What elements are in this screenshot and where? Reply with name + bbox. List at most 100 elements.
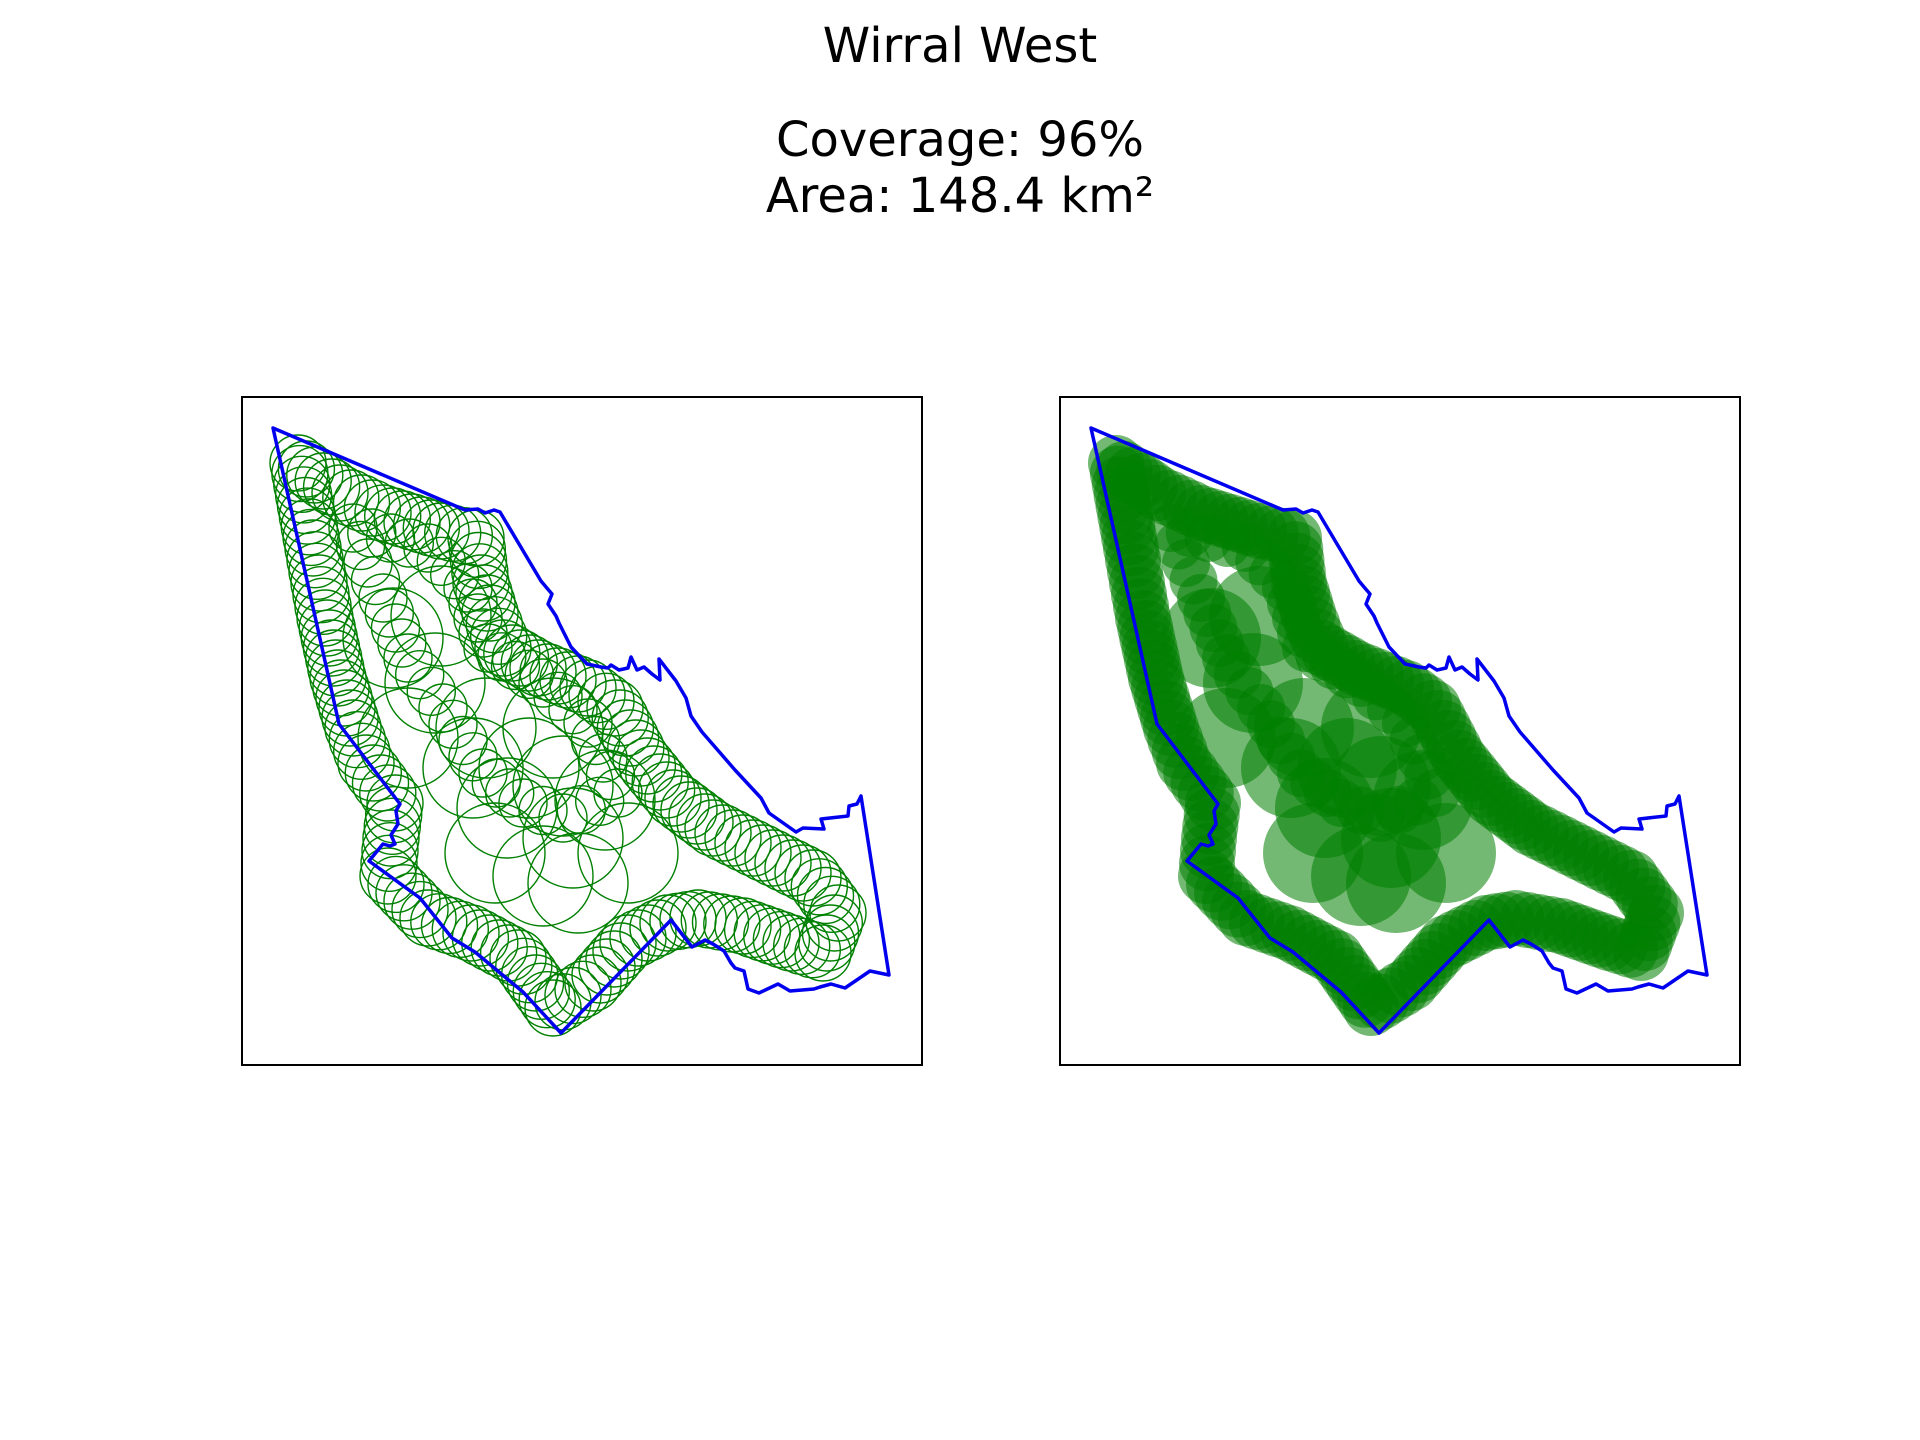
coverage-circle [498,778,548,828]
coverage-circle [522,787,624,889]
coverage-circle [524,979,582,1037]
coverage-circle [465,595,524,654]
coverage-circle [714,814,772,872]
coverage-label: Coverage: 96% [775,112,1145,168]
coverage-circle [359,847,417,905]
coverage-circle [723,900,782,959]
coverage-circle [554,749,656,851]
coverage-circle [644,769,702,827]
coverage-circle [363,797,422,855]
coverage-circle [660,781,718,839]
coverage-circle [394,650,445,700]
coverage-circle [357,687,459,789]
coverage-circle [377,618,427,668]
coverage-circle [362,809,420,867]
coverage-circle [1321,678,1421,778]
coverage-circle [332,722,391,780]
coverage-circle [1154,521,1203,570]
coverage-circle [773,917,831,975]
coverage-circle [442,904,500,962]
coverage-circle [335,520,386,571]
coverage-circle [512,962,570,1020]
coverage-circle [469,607,528,666]
coverage-circle [684,799,742,857]
coverage-circle [625,745,683,803]
coverage-circle [527,832,629,934]
coverage-circle [1161,588,1261,688]
coverage-circle [456,757,558,859]
coverage-circle [733,904,791,962]
coverage-circle [344,744,403,802]
coverage-circle [360,834,418,892]
coverage-circle [754,834,812,892]
coverage-circle [518,971,576,1029]
coverage-circle [429,549,480,600]
coverage-circle [321,689,379,747]
area-label: Area: 148.4 km² [765,168,1155,224]
coverage-circle [399,889,457,947]
coverage-circle [512,735,614,837]
coverage-circle [676,793,734,851]
coverage-circle [577,802,679,904]
coverage-circle [431,900,490,958]
coverage-circle [458,748,508,798]
coverage-circle [585,930,643,988]
coverage-circle [504,649,554,699]
coverage-circle [449,531,508,590]
coverage-circle [544,966,602,1025]
coverage-circle [619,904,677,962]
coverage-circle [463,623,513,673]
coverage-circle [420,896,479,955]
coverage-circle [478,717,580,819]
coverage-circle [384,632,486,734]
coverage-circle [796,866,855,925]
coverage-circle [383,872,441,930]
coverage-circle [391,880,449,939]
coverage-circle [649,892,707,950]
coverage-circles [269,434,867,1037]
coverage-circle [375,864,433,922]
filled-coverage-map [1088,426,1709,1036]
figure-title: Wirral West [822,18,1098,74]
coverage-circle [533,671,583,721]
coverage-circle [752,910,811,969]
coverage-circle [801,904,860,962]
coverage-circle [324,699,382,757]
coverage-circle [783,921,841,979]
coverage-circle [586,679,644,737]
coverage-circle [390,565,492,667]
coverage-circle [416,536,467,587]
coverage-circle [332,474,391,532]
coverage-circle [575,776,625,826]
coverage-circle [461,584,519,642]
coverage-circle [406,666,457,716]
coverage-circle [294,452,352,510]
coverage-circle [492,825,594,927]
coverage-circle [803,875,861,933]
coverage-circle [518,658,568,708]
coverage-circle [403,523,453,573]
coverage-circle [455,564,513,622]
coverage-circle [794,924,852,982]
coverage-circle [774,844,832,902]
coverage-circle [609,909,667,967]
coverage-circle [809,884,867,942]
coverage-circle [554,960,612,1018]
coverage-circle [354,484,412,542]
coverage-circle [637,761,696,819]
coverage-circle [370,603,421,653]
coverage-circle [556,785,606,835]
coverage-circle [639,894,697,952]
filled-coverage-panel [1059,396,1741,1066]
coverage-circle [444,802,546,904]
coverage-circle [383,633,433,683]
coverage-circle [364,588,415,638]
coverage-circle [506,954,565,1012]
coverage-circle [744,829,802,887]
coverage-circle [435,677,537,779]
coverage-circle [490,640,541,691]
constituency-boundary [271,426,891,1035]
coverage-circle [373,490,432,548]
coverage-circle [1341,788,1441,888]
coverage-circle [361,822,419,880]
